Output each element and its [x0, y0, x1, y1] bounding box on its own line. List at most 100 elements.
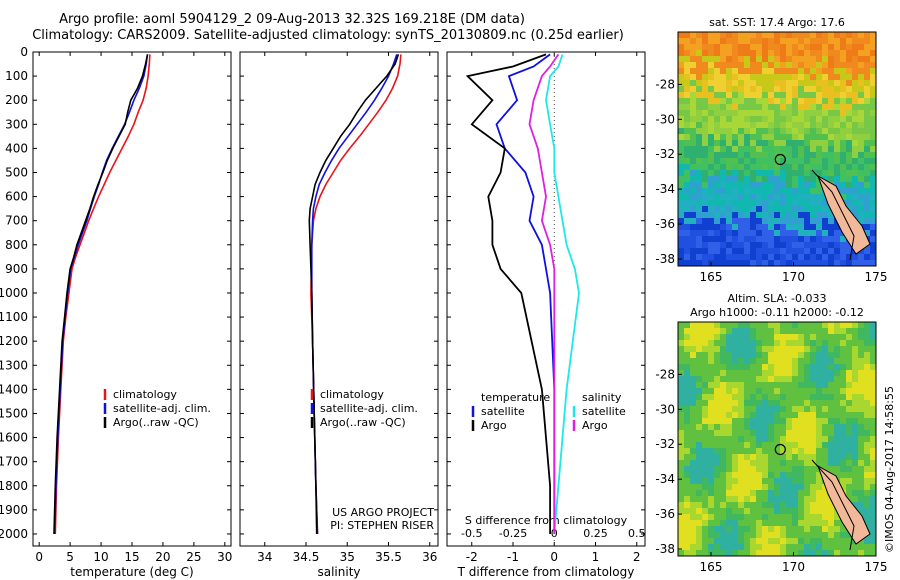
map-cell: [834, 152, 840, 158]
map-cell: [690, 206, 696, 212]
map-cell: [840, 86, 846, 92]
map-cell: [774, 224, 780, 230]
map-cell: [858, 400, 864, 406]
map-cell: [690, 140, 696, 146]
map-cell: [738, 544, 744, 550]
map-cell: [774, 188, 780, 194]
map-cell: [858, 376, 864, 382]
map-cell: [780, 346, 786, 352]
map-cell: [762, 80, 768, 86]
legend-label: climatology: [320, 388, 384, 401]
map-cell: [684, 254, 690, 260]
map-cell: [822, 346, 828, 352]
map-cell: [726, 388, 732, 394]
map-cell: [792, 496, 798, 502]
map-cell: [732, 194, 738, 200]
map-cell: [684, 50, 690, 56]
map-cell: [744, 218, 750, 224]
map-cell: [756, 460, 762, 466]
argo-position-marker: [774, 443, 786, 456]
map-cell: [846, 394, 852, 400]
map-cell: [738, 254, 744, 260]
map-cell: [840, 334, 846, 340]
shelf-contour: [811, 459, 855, 551]
map-cell: [726, 224, 732, 230]
map-cell: [834, 520, 840, 526]
map-cell: [756, 346, 762, 352]
map-cell: [816, 496, 822, 502]
map-cell: [786, 224, 792, 230]
map-cell: [828, 382, 834, 388]
map-cell: [822, 364, 828, 370]
map-cell: [804, 134, 810, 140]
map-cell: [810, 526, 816, 532]
map-cell: [798, 454, 804, 460]
map-cell: [870, 550, 876, 556]
map-cell: [762, 328, 768, 334]
map-cell: [870, 110, 876, 116]
map-cell: [774, 38, 780, 44]
map-cell: [798, 400, 804, 406]
map-cell: [696, 370, 702, 376]
map-cell: [852, 430, 858, 436]
map-cell: [828, 110, 834, 116]
map-cell: [720, 538, 726, 544]
map-cell: [858, 152, 864, 158]
map-cell: [702, 242, 708, 248]
y-tick-label: 900: [5, 262, 28, 276]
map-cell: [852, 478, 858, 484]
map-cell: [792, 122, 798, 128]
map-cell: [702, 424, 708, 430]
map-cell: [708, 62, 714, 68]
map-cell: [774, 328, 780, 334]
map-cell: [810, 364, 816, 370]
map-cell: [714, 400, 720, 406]
map-cell: [810, 418, 816, 424]
map-cell: [684, 236, 690, 242]
map-cell: [732, 454, 738, 460]
map-cell: [846, 32, 852, 38]
map-cell: [798, 254, 804, 260]
map-cell: [840, 526, 846, 532]
map-cell: [864, 460, 870, 466]
map-cell: [822, 176, 828, 182]
map-cell: [708, 134, 714, 140]
map-cell: [732, 532, 738, 538]
map-cell: [804, 140, 810, 146]
map-cell: [768, 400, 774, 406]
map-cell: [690, 80, 696, 86]
map-cell: [798, 242, 804, 248]
map-cell: [678, 50, 684, 56]
map-cell: [780, 68, 786, 74]
map-cell: [690, 92, 696, 98]
map-cell: [756, 358, 762, 364]
map-cell: [750, 56, 756, 62]
map-cell: [792, 394, 798, 400]
map-cell: [768, 152, 774, 158]
map-cell: [702, 460, 708, 466]
map-cell: [804, 412, 810, 418]
map-cell: [834, 62, 840, 68]
map-cell: [750, 550, 756, 556]
map-cell: [720, 194, 726, 200]
map-cell: [780, 466, 786, 472]
map-cell: [690, 188, 696, 194]
map-cell: [810, 212, 816, 218]
map-cell: [756, 538, 762, 544]
map-cell: [696, 496, 702, 502]
map-cell: [864, 502, 870, 508]
map-cell: [708, 56, 714, 62]
map-cell: [720, 388, 726, 394]
map-cell: [816, 218, 822, 224]
map-cell: [840, 394, 846, 400]
map-cell: [690, 254, 696, 260]
map-cell: [756, 230, 762, 236]
map-cell: [774, 92, 780, 98]
map-cell: [870, 514, 876, 520]
map-cell: [810, 388, 816, 394]
map-cell: [816, 430, 822, 436]
map-cell: [852, 92, 858, 98]
map-cell: [822, 508, 828, 514]
map-cell: [852, 358, 858, 364]
map-cell: [756, 508, 762, 514]
